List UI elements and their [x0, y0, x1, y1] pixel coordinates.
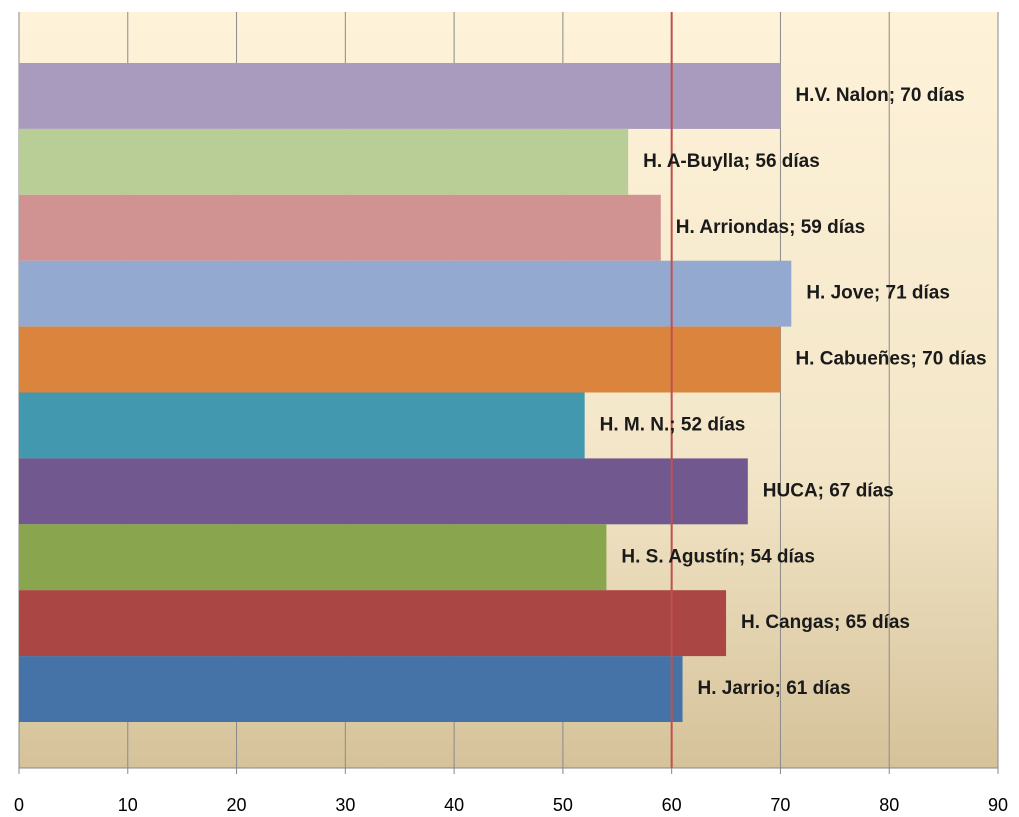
bar [19, 392, 585, 459]
bar [19, 458, 748, 525]
x-tick-label: 60 [662, 795, 682, 815]
bar [19, 326, 781, 393]
x-tick-label: 30 [335, 795, 355, 815]
bar [19, 194, 661, 261]
data-label: H.V. Nalon; 70 días [795, 85, 964, 106]
data-label: H. M. N.; 52 días [600, 414, 746, 435]
x-tick-label: 40 [444, 795, 464, 815]
data-label: H. Arriondas; 59 días [676, 217, 865, 238]
bar [19, 128, 629, 195]
bar [19, 590, 727, 657]
x-tick-label: 10 [118, 795, 138, 815]
data-label: H. Cangas; 65 días [741, 612, 910, 633]
x-tick-label: 0 [14, 795, 24, 815]
bar [19, 63, 781, 129]
bar [19, 260, 792, 327]
data-label: H. Cabueñes; 70 días [795, 349, 986, 370]
bar [19, 656, 683, 722]
x-tick-label: 70 [770, 795, 790, 815]
x-tick-label: 50 [553, 795, 573, 815]
x-tick-label: 20 [227, 795, 247, 815]
data-label: H. Jarrio; 61 días [698, 678, 851, 699]
data-label: HUCA; 67 días [763, 480, 894, 501]
data-label: H. A-Buylla; 56 días [643, 151, 820, 172]
x-tick-label: 80 [879, 795, 899, 815]
data-label: H. Jove; 71 días [806, 283, 950, 304]
x-tick-label: 90 [988, 795, 1008, 815]
data-label: H. S. Agustín; 54 días [621, 546, 815, 567]
bar [19, 524, 607, 591]
